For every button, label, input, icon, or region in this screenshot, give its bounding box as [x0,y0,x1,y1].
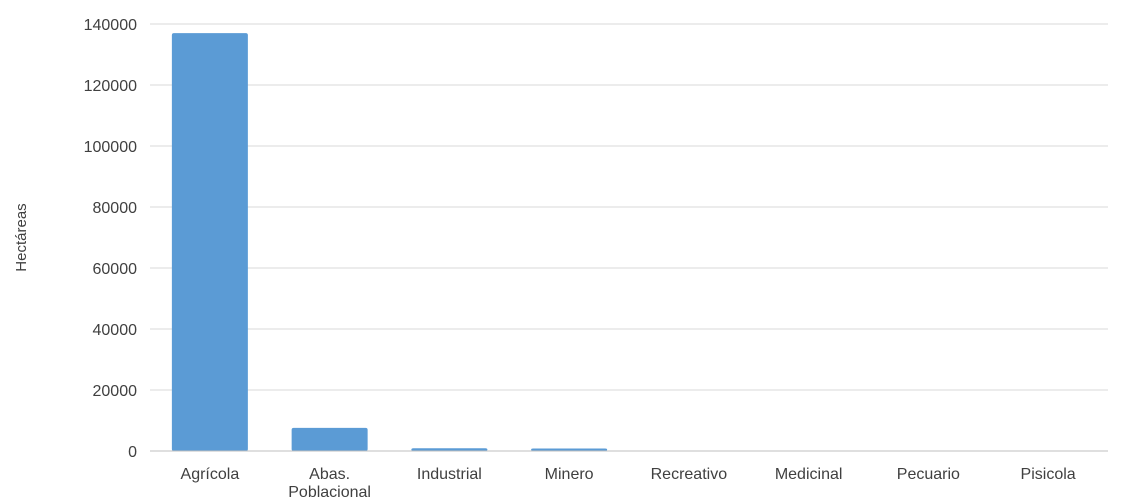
bar [171,33,248,452]
x-tick-label: Recreativo [651,466,728,483]
bar [291,427,368,451]
y-tick-label: 40000 [93,322,138,339]
x-tick-labels: Agrícola Abas. Poblacional Industrial Minero… [181,466,1076,501]
bar [411,448,488,451]
y-axis-title: Hectáreas [13,203,30,271]
bars [171,33,1087,452]
x-tick-label: Pisicola [1021,466,1076,483]
x-tick-label: Pecuario [897,466,960,483]
y-tick-label: 20000 [93,383,138,400]
x-tick-label: Agrícola [181,466,240,483]
y-tick-label: 0 [128,444,137,461]
y-tick-labels: 0 20000 40000 60000 80000 100000 120000 140000 [84,17,137,461]
y-tick-label: 60000 [93,261,138,278]
gridlines [150,23,1108,391]
y-tick-label: 120000 [84,78,137,95]
bar [531,448,608,451]
x-tick-label: Minero [545,466,594,483]
x-tick-label: Medicinal [775,466,843,483]
x-tick-label: Abas. Poblacional [288,466,371,501]
y-tick-label: 80000 [93,200,138,217]
y-tick-label: 140000 [84,17,137,34]
x-tick-label: Industrial [417,466,482,483]
y-tick-label: 100000 [84,139,137,156]
